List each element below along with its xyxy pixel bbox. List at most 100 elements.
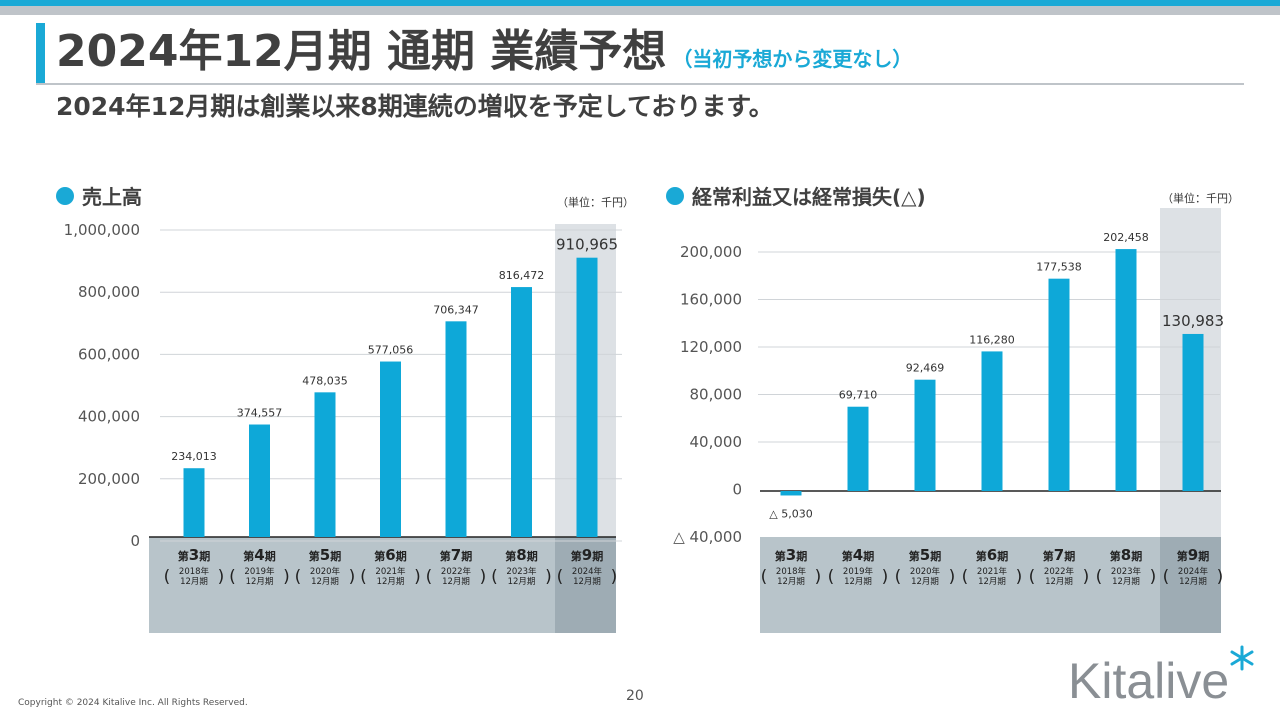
bracket-close-icon: ) [1150, 567, 1157, 587]
title-accent-bar [36, 23, 45, 83]
category-term: 第 [505, 549, 516, 563]
category-term: 第 [374, 549, 385, 563]
logo-text: Kitalive [1068, 653, 1229, 708]
category-period: 12月期 [844, 577, 872, 587]
category-year: 2018年 [179, 566, 210, 577]
bar [183, 468, 205, 537]
bar [1048, 278, 1070, 491]
y-tick-label: 80,000 [690, 386, 743, 404]
bar [380, 361, 401, 537]
category-term: 第 [842, 549, 853, 563]
y-tick-label: 800,000 [78, 283, 140, 301]
category-period: 12月期 [978, 577, 1006, 587]
bar-value-label: 92,469 [906, 362, 945, 375]
category-number: 4 [853, 546, 863, 564]
bar [576, 257, 598, 537]
category-year: 2024年 [1178, 566, 1209, 577]
category-year: 2023年 [506, 566, 537, 577]
y-tick-label: 160,000 [680, 291, 742, 309]
category-period: 12月期 [1112, 577, 1140, 587]
category-suffix: 期 [863, 549, 874, 563]
top-accent-bar [0, 0, 1280, 6]
category-suffix: 期 [396, 549, 407, 563]
bracket-open-icon: ( [895, 567, 902, 587]
category-period: 12月期 [911, 577, 939, 587]
bracket-close-icon: ) [882, 567, 889, 587]
category-label: 第5期 [909, 546, 941, 564]
category-number: 3 [189, 546, 199, 564]
y-tick-label: 600,000 [78, 345, 140, 363]
bracket-close-icon: ) [349, 567, 356, 587]
category-label: 第6期 [976, 546, 1008, 564]
category-suffix: 期 [1064, 549, 1075, 563]
ordinary-profit-chart-heading: 経常利益又は経常損失(△) [666, 181, 926, 210]
category-suffix: 期 [461, 549, 472, 563]
bar [314, 392, 336, 537]
category-suffix: 期 [527, 549, 538, 563]
y-tick-label: 40,000 [690, 433, 743, 451]
y-tick-label: △ 40,000 [673, 528, 742, 546]
bar [780, 491, 802, 496]
category-label: 第8期 [505, 546, 537, 564]
category-term: 第 [440, 549, 451, 563]
bracket-close-icon: ) [1217, 567, 1224, 587]
bracket-open-icon: ( [295, 567, 302, 587]
category-number: 3 [786, 546, 796, 564]
bar [981, 351, 1003, 491]
category-year: 2019年 [843, 566, 874, 577]
category-label: 第9期 [1177, 546, 1209, 564]
category-term: 第 [909, 549, 920, 563]
category-suffix: 期 [592, 549, 603, 563]
category-number: 8 [1121, 546, 1131, 564]
bracket-open-icon: ( [360, 567, 367, 587]
category-label: 第8期 [1110, 546, 1142, 564]
bar [249, 424, 270, 537]
category-period: 12月期 [377, 577, 405, 587]
category-number: 6 [987, 546, 997, 564]
logo-asterisk-icon [1230, 645, 1254, 671]
page-subtitle: 2024年12月期は創業以来8期連続の増収を予定しております。 [56, 92, 774, 121]
category-number: 8 [516, 546, 526, 564]
category-number: 6 [385, 546, 395, 564]
category-suffix: 期 [997, 549, 1008, 563]
category-suffix: 期 [930, 549, 941, 563]
bar-value-label: 706,347 [433, 303, 479, 316]
bar [445, 321, 467, 537]
bar-value-label: 577,056 [368, 344, 414, 357]
category-year: 2022年 [441, 566, 472, 577]
ordinary-profit-chart-unit: （単位：千円） [1162, 192, 1239, 205]
y-tick-label: 200,000 [78, 470, 140, 488]
category-term: 第 [976, 549, 987, 563]
category-axis-highlight [1160, 537, 1221, 633]
bar [1182, 333, 1204, 491]
bracket-close-icon: ) [545, 567, 552, 587]
copyright-text: Copyright © 2024 Kitalive Inc. All Right… [18, 698, 248, 708]
page-title-note: （当初予想から変更なし） [672, 47, 913, 71]
category-number: 9 [582, 546, 592, 564]
category-year: 2022年 [1044, 566, 1075, 577]
bar-value-label: 177,538 [1036, 261, 1082, 274]
bar [847, 406, 869, 491]
bracket-open-icon: ( [164, 567, 171, 587]
title-underline [36, 83, 1244, 85]
ordinary-profit-chart-title: 経常利益又は経常損失(△) [692, 185, 926, 209]
category-label: 第9期 [571, 546, 603, 564]
category-term: 第 [775, 549, 786, 563]
category-number: 5 [320, 546, 330, 564]
bracket-close-icon: ) [480, 567, 487, 587]
y-tick-label: 1,000,000 [64, 221, 140, 239]
bracket-close-icon: ) [283, 567, 290, 587]
category-period: 12月期 [442, 577, 470, 587]
category-axis-highlight [555, 537, 616, 633]
category-period: 12月期 [508, 577, 536, 587]
category-label: 第3期 [178, 546, 210, 564]
category-period: 12月期 [180, 577, 208, 587]
category-axis-band [149, 537, 616, 633]
bar-value-label: 478,035 [302, 374, 348, 387]
category-year: 2019年 [244, 566, 275, 577]
bracket-open-icon: ( [962, 567, 969, 587]
category-label: 第4期 [243, 546, 275, 564]
bar-value-label: △ 5,030 [769, 507, 812, 520]
